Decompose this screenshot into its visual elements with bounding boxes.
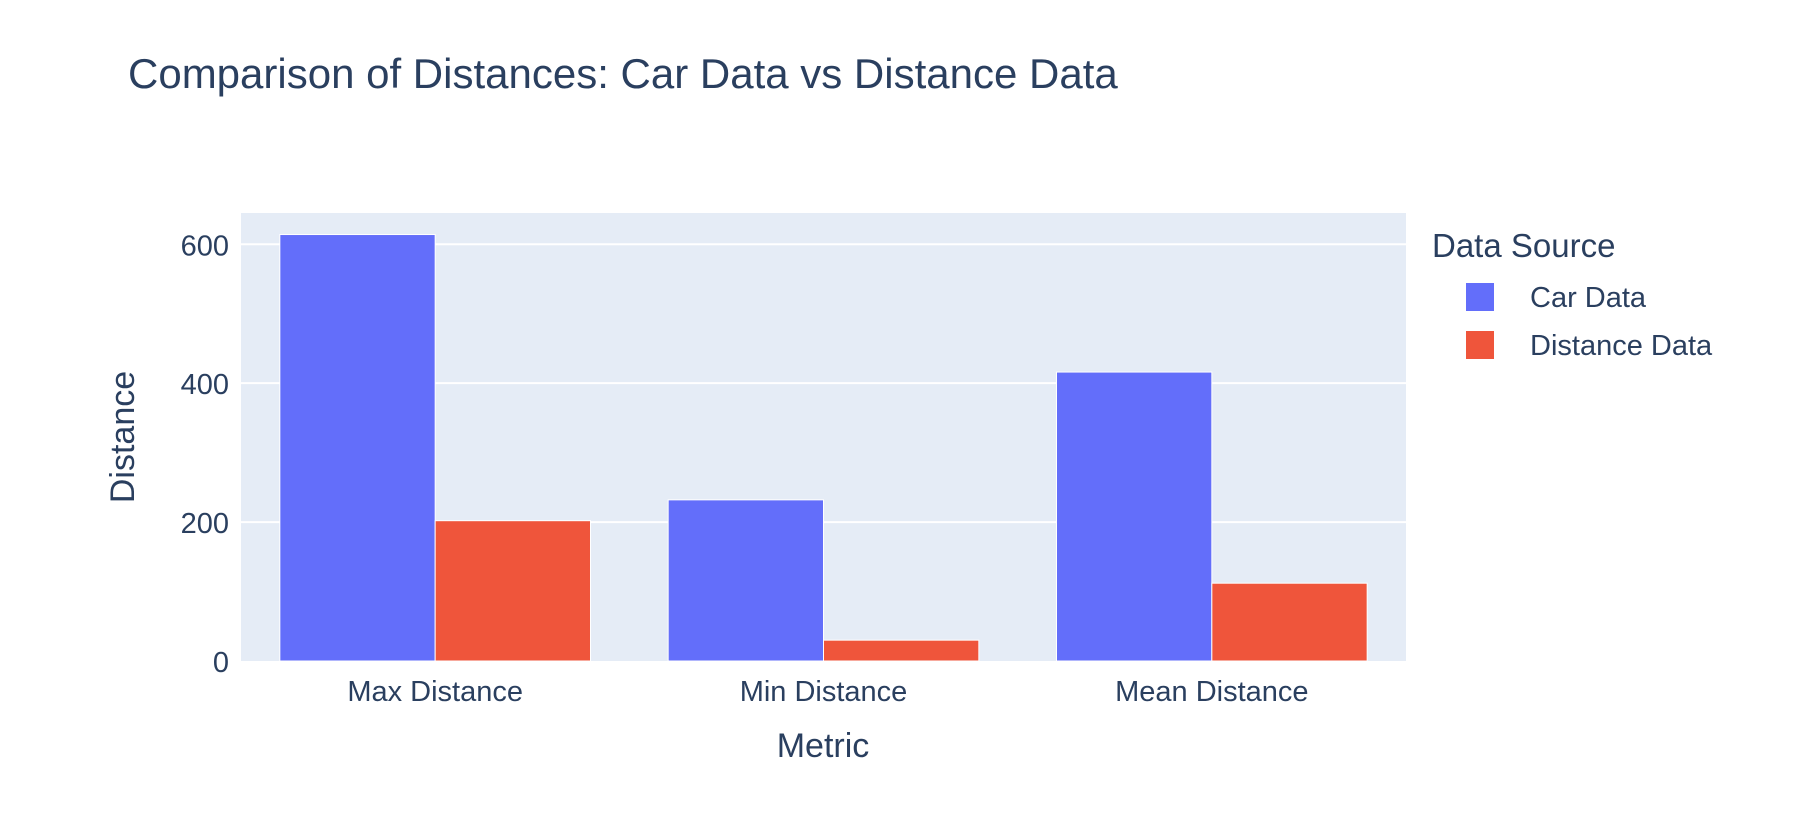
legend-title: Data Source [1432,227,1615,264]
bar-distance-data [1211,582,1368,662]
legend-swatch [1466,283,1494,311]
legend-label: Car Data [1530,282,1647,314]
bar-distance-data [823,639,980,662]
legend-label: Distance Data [1530,330,1713,362]
x-tick-label: Min Distance [740,676,908,708]
bar-car-data [1056,371,1213,662]
chart-title: Comparison of Distances: Car Data vs Dis… [128,50,1118,97]
bar-car-data [667,499,825,662]
y-tick-label: 200 [181,508,229,540]
legend-swatch [1466,331,1494,359]
y-axis-ticks: 0 200 400 600 [181,230,229,679]
legend-items: Car Data Distance Data [1466,282,1713,362]
x-tick-label: Max Distance [347,676,523,708]
y-tick-label: 600 [181,230,229,262]
x-axis-title: Metric [777,727,870,765]
bar-distance-data [434,520,591,662]
y-axis-title: Distance [104,371,142,503]
y-tick-label: 0 [213,647,229,679]
x-tick-label: Mean Distance [1115,676,1308,708]
bars-group [279,234,1368,662]
y-tick-label: 400 [181,369,229,401]
x-axis-ticks: Max Distance Min Distance Mean Distance [347,676,1308,708]
bar-car-data [279,234,436,662]
legend: Data Source Car Data Distance Data [1432,227,1713,362]
